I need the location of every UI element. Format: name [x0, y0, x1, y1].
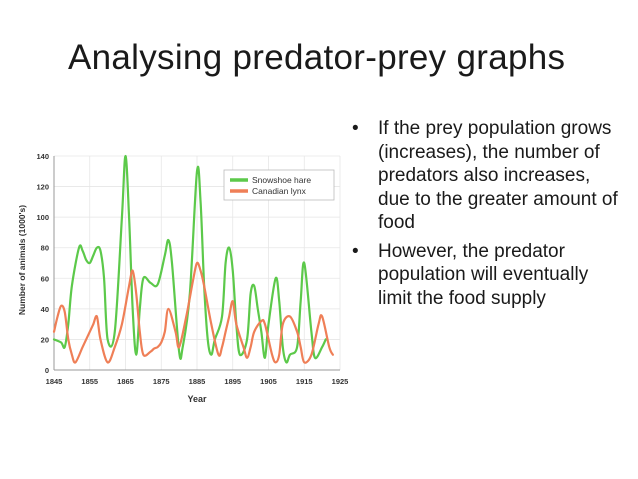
bullet-text-2: However, the predator population will ev… [378, 240, 589, 309]
y-tick-label: 140 [36, 152, 49, 161]
x-tick-label: 1855 [81, 377, 98, 386]
legend-label: Canadian lynx [252, 186, 307, 196]
y-tick-label: 80 [41, 244, 49, 253]
chart-svg: 0 20 40 60 80 100 120 140 1845 1855 1865 1875 1885 18… [17, 152, 348, 404]
y-tick-label: 0 [45, 366, 49, 375]
y-tick-label: 20 [41, 335, 49, 344]
bullet-dot: • [352, 240, 359, 262]
x-tick-label: 1915 [296, 377, 313, 386]
slide-title: Analysing predator-prey graphs [68, 38, 566, 77]
y-tick-label: 40 [41, 305, 49, 314]
x-tick-label: 1905 [260, 377, 277, 386]
population-chart: 0 20 40 60 80 100 120 140 1845 1855 1865 1875 1885 18… [14, 146, 354, 412]
y-tick-label: 60 [41, 274, 49, 283]
axes-layer: 0 20 40 60 80 100 120 140 1845 1855 1865 1875 1885 18… [36, 152, 348, 386]
x-tick-label: 1885 [189, 377, 206, 386]
series-layer [52, 154, 334, 364]
bullet-text-1: If the prey population grows (increases)… [378, 118, 618, 233]
x-tick-label: 1875 [153, 377, 170, 386]
bullet-item-2: • However, the predator population will … [352, 240, 622, 311]
x-tick-label: 1865 [117, 377, 134, 386]
y-axis-label: Number of animals (1000's) [17, 205, 27, 315]
series-line-lynx [52, 261, 334, 364]
legend-box [223, 169, 335, 201]
y-tick-label: 100 [36, 213, 49, 222]
bullet-dot: • [352, 118, 359, 139]
y-tick-label: 120 [36, 183, 49, 192]
bullet-item-1: • If the prey population grows (increase… [352, 117, 622, 235]
x-axis-label: Year [187, 394, 207, 404]
x-tick-label: 1895 [224, 377, 241, 386]
x-tick-label: 1925 [332, 377, 349, 386]
series-line-hare [52, 154, 327, 364]
bullet-list: • If the prey population grows (increase… [352, 117, 622, 315]
x-tick-label: 1845 [46, 377, 63, 386]
legend-label: Snowshoe hare [252, 175, 311, 185]
